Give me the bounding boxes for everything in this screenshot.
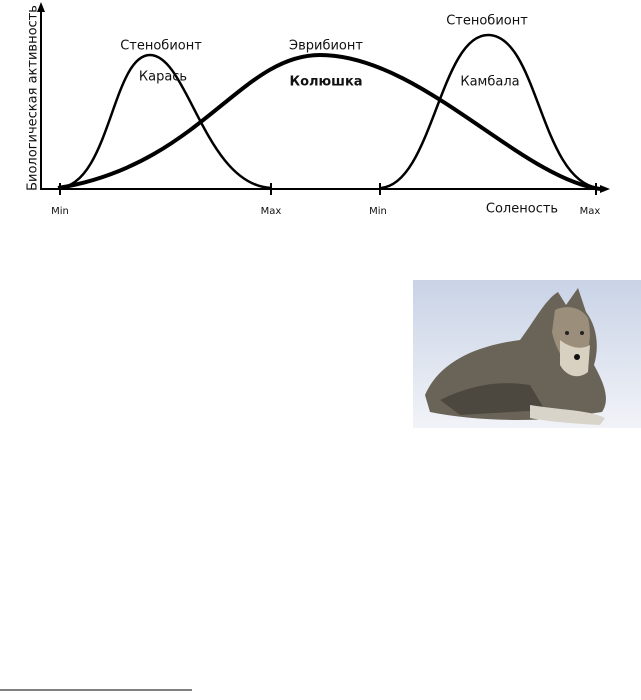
y-arrow [37, 2, 45, 12]
x-arrow [600, 185, 610, 193]
curve-stickleback [57, 52, 601, 191]
x-tick-label: Max [261, 206, 282, 217]
curve-flounder [379, 33, 599, 190]
curve-species: Карась [139, 70, 187, 85]
x-tick-label: Min [369, 206, 387, 217]
curve-crucian [57, 53, 273, 190]
curve-type: Эврибионт [289, 39, 363, 54]
curve-species: Колюшка [289, 75, 362, 90]
wolf-photo [413, 280, 641, 428]
curve-species: Камбала [460, 75, 519, 90]
curve-type: Стенобионт [120, 39, 202, 54]
diagram: Биологическая активность Стенобионт Кара… [26, 2, 610, 217]
y-axis-label: Биологическая активность [26, 5, 41, 191]
x-tick-label: Max [580, 206, 601, 217]
x-tick-label: Min [51, 206, 69, 217]
curve-type: Стенобионт [446, 14, 528, 29]
x-axis-label: Соленость [486, 202, 558, 217]
